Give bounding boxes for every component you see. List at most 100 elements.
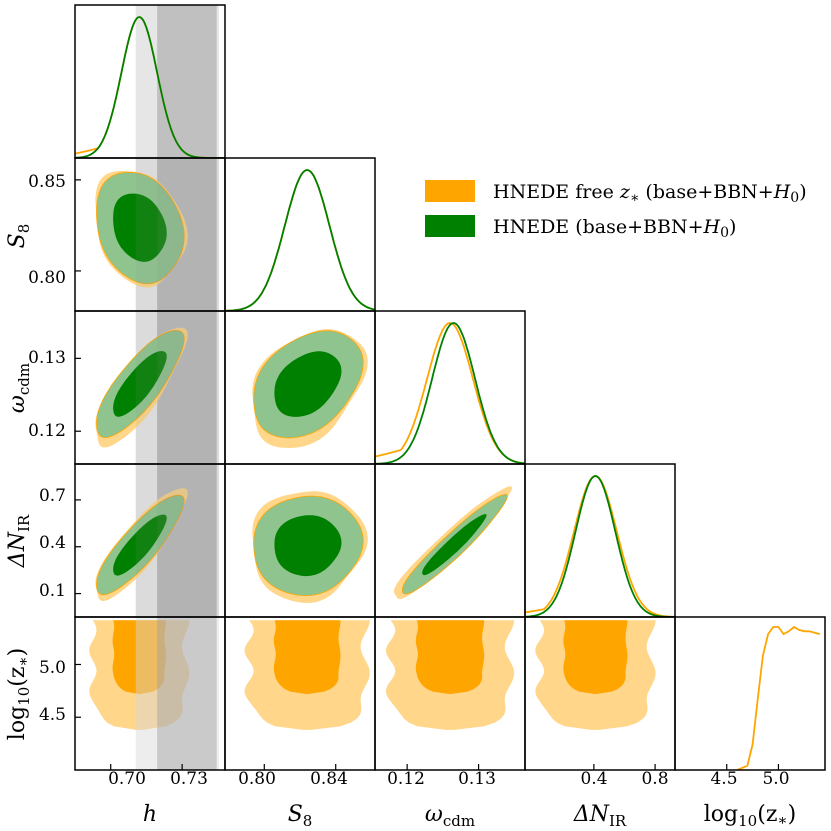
posterior-logz-free bbox=[736, 625, 821, 770]
h0-prior-band-1-row-3 bbox=[157, 464, 217, 617]
panel-frames bbox=[74, 4, 826, 771]
leg0-post: (base+BBN+ bbox=[639, 181, 773, 203]
ylogz-star: ∗ bbox=[14, 656, 32, 666]
ydn-main: ΔN bbox=[5, 531, 30, 568]
logz-sub: 10 bbox=[738, 812, 757, 830]
x-axis-label-h: h bbox=[143, 802, 157, 827]
leg0-close: ) bbox=[799, 181, 806, 203]
contour-inner-omega_cdm-S8 bbox=[274, 351, 342, 417]
x-tick-label-dn-04: 0.4 bbox=[580, 769, 607, 789]
contour-inner-DeltaN_IR-S8 bbox=[274, 515, 342, 577]
leg1-close: ) bbox=[729, 216, 736, 238]
x-tick-label-logz-50: 5.0 bbox=[762, 769, 789, 789]
panel-logz-vs-h bbox=[89, 617, 220, 770]
yomega-sub: cdm bbox=[15, 363, 33, 395]
panel-dn-1d bbox=[525, 475, 675, 617]
panel-logz-vs-dn bbox=[535, 620, 656, 730]
panel-dn-vs-h bbox=[95, 464, 220, 617]
h0-prior-overlay-0-row-3 bbox=[135, 464, 220, 617]
x-tick-label-dn-08: 0.8 bbox=[641, 769, 668, 789]
legend-swatch-hnede-free bbox=[425, 180, 475, 202]
frame-4-4 bbox=[674, 616, 826, 771]
y-tick-label-omega-012: 0.12 bbox=[28, 421, 66, 441]
frame-1-1 bbox=[224, 157, 376, 312]
panel-omega-vs-h bbox=[95, 311, 220, 464]
leg0-pre: HNEDE free bbox=[493, 181, 620, 203]
ys8-sub: 8 bbox=[15, 224, 33, 234]
y-tick-label-s8-085: 0.85 bbox=[28, 172, 66, 192]
leg0-H: H bbox=[773, 181, 791, 203]
h0-prior-overlay-1-row-3 bbox=[157, 464, 217, 617]
h0-prior-logz-band-0 bbox=[135, 617, 220, 770]
contour-inner-DeltaN_IR-h bbox=[113, 514, 167, 576]
frame-3-3 bbox=[524, 463, 676, 618]
panel-logz-1d bbox=[736, 625, 821, 770]
y-tick-label-logz-50: 5.0 bbox=[39, 658, 66, 678]
ylogz-log: log bbox=[5, 706, 30, 740]
panel-s8-vs-h bbox=[95, 158, 220, 311]
y-axis-label-logz: log10(z∗) bbox=[5, 648, 33, 740]
h0-prior-band-1-row-0 bbox=[157, 5, 217, 158]
contour-inner-DeltaN_IR-omega_cdm bbox=[422, 514, 487, 576]
x-axis-label-s8: S8 bbox=[288, 802, 313, 830]
y-axis-label-omega: ωcdm bbox=[5, 363, 33, 413]
ydn-sub: IR bbox=[15, 514, 33, 532]
y-tick-label-s8-080: 0.80 bbox=[28, 268, 66, 288]
h0-prior-overlay-1-row-1 bbox=[157, 158, 217, 311]
posterior-omega-free bbox=[375, 322, 525, 464]
panel-dn-vs-omega bbox=[393, 486, 513, 600]
leg1-H: H bbox=[703, 216, 721, 238]
ylogz-close: ) bbox=[5, 648, 30, 657]
leg0-sub: 0 bbox=[790, 190, 799, 206]
omega-sub: cdm bbox=[443, 812, 475, 830]
contour-inner-S8-h bbox=[113, 193, 167, 262]
h0-prior-overlay-0-row-2 bbox=[135, 311, 220, 464]
logz-paren: (z bbox=[757, 802, 777, 827]
legend-label-hnede: HNEDE (base+BBN+H0) bbox=[493, 216, 736, 241]
frame-2-2 bbox=[374, 310, 526, 465]
y-tick-label-dn-07: 0.7 bbox=[39, 486, 66, 506]
leg1-sub: 0 bbox=[720, 225, 729, 241]
x-axis-label-dn: ΔNIR bbox=[573, 802, 627, 830]
s8-main: S bbox=[288, 802, 303, 827]
panel-omega-vs-s8 bbox=[252, 329, 368, 448]
y-tick-label-dn-01: 0.1 bbox=[39, 581, 66, 601]
h0-prior-logz-band-1 bbox=[157, 617, 217, 770]
x-tick-label-s8-084: 0.84 bbox=[310, 769, 348, 789]
ylogz-paren: (z bbox=[5, 667, 30, 687]
dn-sub: IR bbox=[609, 812, 627, 830]
y-axis-label-s8: S8 bbox=[5, 224, 33, 249]
x-tick-label-omega-013: 0.13 bbox=[458, 769, 496, 789]
logz-close: ) bbox=[788, 802, 797, 827]
x-tick-label-h-073: 0.73 bbox=[170, 769, 208, 789]
logz-contour-inner-h bbox=[112, 620, 166, 694]
x-tick-label-omega-012: 0.12 bbox=[387, 769, 425, 789]
x-tick-label-s8-080: 0.80 bbox=[238, 769, 276, 789]
logz-log: log bbox=[704, 802, 738, 827]
leg0-z: z bbox=[619, 181, 631, 203]
legend-swatch-hnede bbox=[425, 215, 475, 237]
panel-logz-vs-s8 bbox=[244, 620, 370, 730]
x-tick-label-h-070: 0.70 bbox=[108, 769, 146, 789]
omega-main: ω bbox=[425, 802, 443, 827]
y-axis-label-dn: ΔNIR bbox=[5, 514, 33, 568]
legend: HNEDE free z∗ (base+BBN+H0) HNEDE (base+… bbox=[425, 180, 807, 241]
leg1-pre: HNEDE (base+BBN+ bbox=[493, 216, 704, 238]
y-tick-label-dn-04: 0.4 bbox=[39, 533, 66, 553]
logz-contour-inner-DeltaN_IR bbox=[563, 620, 628, 694]
yomega-main: ω bbox=[5, 395, 30, 413]
h0-prior-overlay-1-row-2 bbox=[157, 311, 217, 464]
leg0-star: ∗ bbox=[630, 190, 640, 206]
posterior-s8-free bbox=[225, 169, 375, 311]
contour-inner-omega_cdm-h bbox=[113, 351, 167, 417]
panel-logz-vs-omega bbox=[385, 620, 515, 730]
x-axis-label-omega: ωcdm bbox=[425, 802, 475, 830]
s8-sub: 8 bbox=[303, 812, 313, 830]
posterior-omega-hnede bbox=[375, 322, 525, 464]
posterior-dn-hnede bbox=[525, 475, 675, 617]
posterior-dn-free bbox=[525, 475, 675, 617]
x-tick-label-logz-45: 4.5 bbox=[710, 769, 737, 789]
dn-delta: ΔN bbox=[573, 802, 610, 827]
panel-h-1d bbox=[75, 5, 225, 158]
